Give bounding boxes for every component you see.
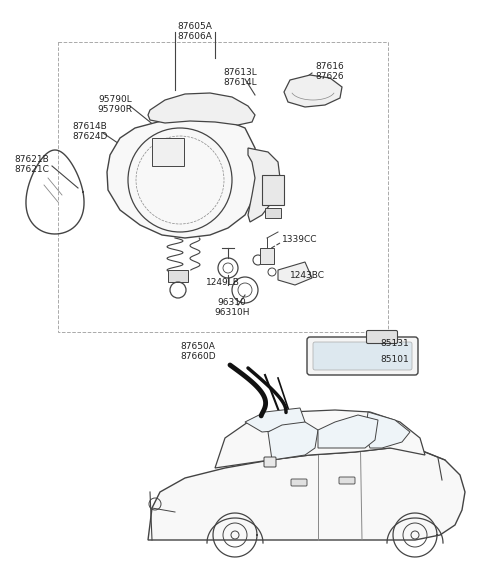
FancyBboxPatch shape <box>313 342 412 370</box>
Text: 1249LB: 1249LB <box>206 278 240 287</box>
Bar <box>260 248 274 264</box>
Text: 1243BC: 1243BC <box>290 270 325 279</box>
Bar <box>152 138 184 166</box>
Text: 1339CC: 1339CC <box>282 236 317 245</box>
Bar <box>168 270 188 282</box>
FancyBboxPatch shape <box>264 457 276 467</box>
Text: 85131: 85131 <box>380 339 409 349</box>
Polygon shape <box>248 148 280 222</box>
Polygon shape <box>318 415 378 448</box>
FancyBboxPatch shape <box>307 337 418 375</box>
Polygon shape <box>148 448 465 540</box>
Bar <box>262 175 284 205</box>
Text: 87621B
87621C: 87621B 87621C <box>14 155 49 175</box>
Polygon shape <box>107 118 258 238</box>
Polygon shape <box>148 93 255 125</box>
Text: 87616
87626: 87616 87626 <box>315 62 344 81</box>
Bar <box>58 42 388 332</box>
Text: 87614B
87624D: 87614B 87624D <box>72 122 108 141</box>
Polygon shape <box>284 75 342 107</box>
Polygon shape <box>278 262 312 285</box>
FancyBboxPatch shape <box>367 330 397 343</box>
Polygon shape <box>268 422 318 460</box>
FancyBboxPatch shape <box>291 479 307 486</box>
Text: 87613L
87614L: 87613L 87614L <box>223 68 257 88</box>
Text: 96310
96310H: 96310 96310H <box>214 298 250 318</box>
Polygon shape <box>365 412 410 448</box>
Text: 87650A
87660D: 87650A 87660D <box>180 342 216 362</box>
Polygon shape <box>245 408 305 432</box>
Bar <box>265 208 281 218</box>
FancyBboxPatch shape <box>339 477 355 484</box>
Polygon shape <box>215 410 425 468</box>
Text: 95790L
95790R: 95790L 95790R <box>97 95 132 115</box>
Text: 85101: 85101 <box>380 356 409 365</box>
Text: 87605A
87606A: 87605A 87606A <box>178 22 213 41</box>
